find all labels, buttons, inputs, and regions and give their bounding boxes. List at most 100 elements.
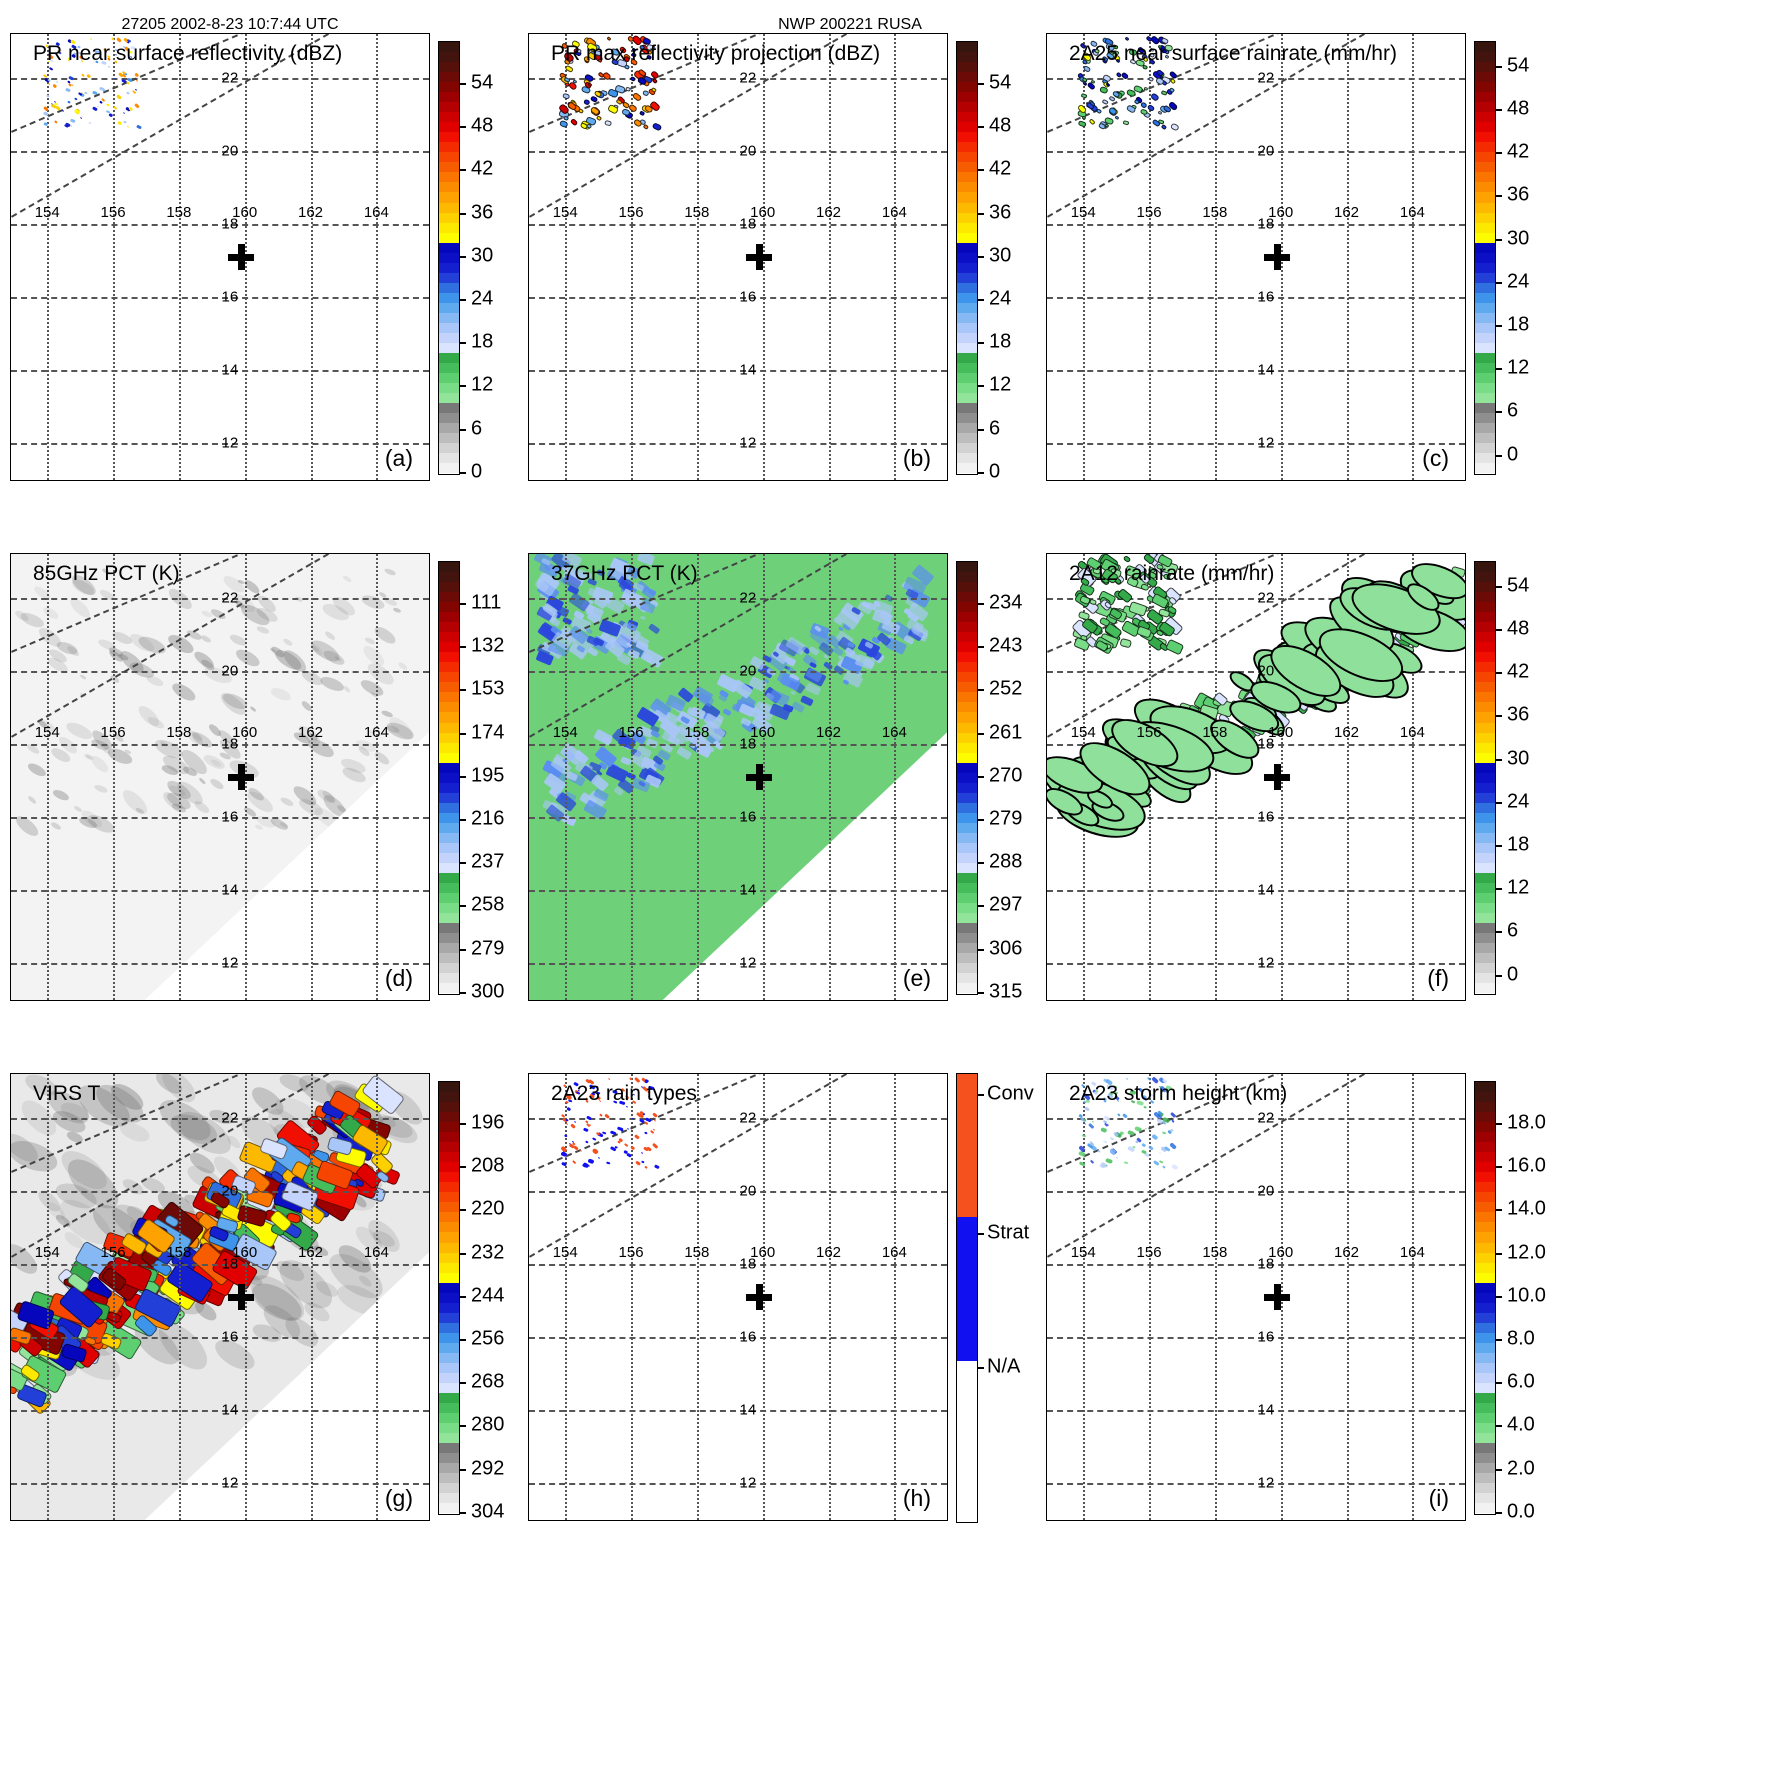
map-d[interactable]: 154 156 158 160 162 164 22 20 18 16 14 12 85GHz PCT … — [10, 553, 430, 1001]
data-layer — [11, 34, 429, 480]
data-cell — [582, 1128, 589, 1133]
colorbar-tick-label: 36 — [989, 201, 1012, 224]
lon-tick-label: 154 — [552, 1243, 578, 1261]
colorbar-segment — [439, 852, 459, 863]
colorbar-tick-label: 8.0 — [1507, 1327, 1535, 1350]
data-cell — [638, 1118, 645, 1124]
colorbar-tick-label: 18.0 — [1507, 1111, 1546, 1134]
colorbar-segment — [439, 72, 459, 83]
data-cell — [1136, 46, 1145, 54]
lat-tick-label: 18 — [221, 1255, 239, 1273]
data-cell — [645, 737, 658, 749]
lat-tick-label: 12 — [739, 434, 757, 452]
data-cell — [341, 574, 353, 584]
colorbar-segment — [439, 1493, 459, 1504]
colorbar-tick-label: 300 — [471, 980, 505, 1003]
colorbar-segment — [957, 832, 977, 843]
colorbar-segment — [439, 282, 459, 293]
lon-tick-label: 156 — [1136, 723, 1162, 741]
colorbar-segment — [439, 423, 459, 434]
colorbar-segment — [1475, 1252, 1495, 1263]
data-cell — [1078, 1160, 1086, 1167]
map-e[interactable]: 154 156 158 160 162 164 22 20 18 16 14 12 37GHz PCT … — [528, 553, 948, 1001]
data-cell — [117, 120, 123, 126]
gridline-horizontal — [11, 297, 429, 300]
colorbar-segment — [957, 302, 977, 313]
map-a[interactable]: 154 156 158 160 162 164 22 20 18 16 14 12 PR near su… — [10, 33, 430, 481]
gridline-horizontal — [1047, 150, 1465, 153]
data-cell — [74, 97, 79, 101]
colorbar-tick-label: 24 — [1507, 790, 1530, 813]
colorbar-e[interactable]: 234 243 252 261 270 279 288 297 306 315 — [956, 561, 1022, 1002]
map-i[interactable]: 154 156 158 160 162 164 22 20 18 16 14 12 2A23 storm… — [1046, 1073, 1466, 1521]
data-cell — [106, 745, 135, 767]
colorbar-tick — [977, 1094, 984, 1097]
colorbar-c[interactable]: 54 48 42 36 30 24 18 12 6 0 — [1474, 41, 1529, 475]
header-middle: NWP 200221 RUSA — [778, 16, 922, 33]
gridline-vertical — [376, 554, 379, 1000]
colorbar-segment — [1475, 1443, 1495, 1454]
colorbar-d[interactable]: 111 132 153 174 195 216 237 258 279 300 — [438, 561, 504, 1002]
data-cell — [653, 1164, 660, 1170]
colorbar-tick — [977, 126, 984, 129]
colorbar-tick-label: 54 — [471, 71, 494, 94]
colorbar-segment — [1475, 363, 1495, 374]
colorbar-f[interactable]: 54 48 42 36 30 24 18 12 6 0 — [1474, 561, 1529, 995]
data-cell — [1083, 1118, 1088, 1122]
data-cell — [589, 106, 601, 117]
colorbar-tick — [1495, 801, 1502, 804]
colorbar-segment — [439, 1322, 459, 1333]
colorbar-segment — [439, 52, 459, 63]
gridline-vertical — [1149, 34, 1152, 480]
data-cell — [562, 93, 570, 100]
lat-tick-label: 22 — [1257, 69, 1275, 87]
colorbar-segment — [439, 242, 459, 253]
colorbar-segment — [1475, 232, 1495, 243]
colorbar-tick-label: 54 — [1507, 54, 1530, 77]
map-g[interactable]: 154 156 158 160 162 164 22 20 18 16 14 12 VIRS T (g) — [10, 1073, 430, 1521]
data-layer — [1047, 34, 1465, 480]
colorbar-segment — [1475, 1092, 1495, 1103]
colorbar-i[interactable]: 18.0 16.0 14.0 12.0 10.0 8.0 6.0 4.0 2.0 0.0 — [1474, 1081, 1546, 1522]
colorbar-segment — [439, 252, 459, 263]
lat-tick-label: 18 — [739, 735, 757, 753]
map-f[interactable]: 154 156 158 160 162 164 22 20 18 16 14 12 2A12 rainr… — [1046, 553, 1466, 1001]
colorbar-segment — [957, 172, 977, 183]
colorbar-segment — [957, 782, 977, 793]
colorbar-segment — [1475, 792, 1495, 803]
colorbar-h[interactable]: Conv Strat N/A — [956, 1073, 1034, 1523]
data-cell — [1162, 1165, 1167, 1169]
colorbar-g[interactable]: 196 208 220 232 244 256 268 280 292 304 — [438, 1081, 504, 1522]
lon-tick-label: 154 — [1070, 1243, 1096, 1261]
gridline-vertical — [828, 34, 831, 480]
data-cell — [1165, 1090, 1170, 1094]
colorbar-tick — [977, 948, 984, 951]
data-cell — [67, 100, 71, 104]
colorbar-tick-label: 306 — [989, 937, 1023, 960]
data-cell — [630, 52, 638, 59]
colorbar-tick — [977, 299, 984, 302]
data-cell — [338, 1347, 375, 1375]
colorbar-tick — [977, 775, 984, 778]
lon-tick-label: 164 — [1399, 203, 1425, 221]
colorbar-segment — [439, 1212, 459, 1223]
map-b[interactable]: 154 156 158 160 162 164 22 20 18 16 14 12 PR max ref… — [528, 33, 948, 481]
colorbar-segment — [1475, 1132, 1495, 1143]
colorbar-a[interactable]: 54 48 42 36 30 24 18 12 6 0 — [438, 41, 493, 482]
map-h[interactable]: 154 156 158 160 162 164 22 20 18 16 14 12 2A23 rain … — [528, 1073, 948, 1521]
lon-tick-label: 162 — [815, 203, 842, 221]
map-c[interactable]: 154 156 158 160 162 164 22 20 18 16 14 12 2A25 near … — [1046, 33, 1466, 481]
lat-tick-label: 12 — [1257, 1474, 1275, 1492]
data-cell — [641, 89, 650, 97]
data-cell — [595, 568, 606, 577]
data-cell — [86, 74, 92, 79]
lon-tick-label: 162 — [297, 203, 324, 221]
data-cell — [269, 685, 293, 703]
data-cell — [145, 714, 166, 731]
data-cell — [383, 567, 397, 577]
colorbar-segment — [439, 572, 459, 583]
gridline-vertical — [1412, 1074, 1415, 1520]
data-cell — [87, 121, 92, 125]
colorbar-b[interactable]: 54 48 42 36 30 24 18 12 6 0 — [956, 41, 1011, 482]
colorbar-tick — [1495, 238, 1502, 241]
